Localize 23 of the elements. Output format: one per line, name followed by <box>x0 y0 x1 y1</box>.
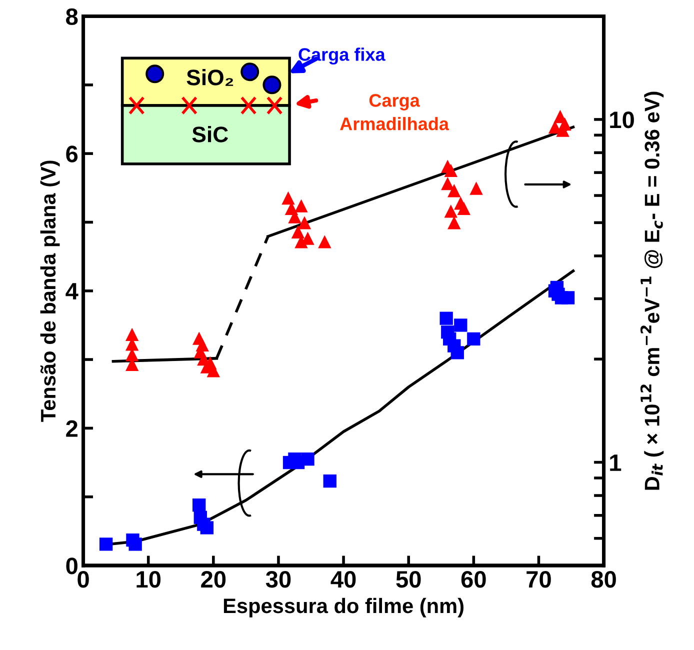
x-tick-label: 0 <box>78 570 89 588</box>
text: D$_{it}$ ( × 10$^{12}$ cm$^{−2}$eV$^{−1}$ @ E$_{c}$- E = 0.36 eV) <box>640 92 664 490</box>
y-tick-label: 4 <box>66 283 78 300</box>
x-tick-label: 60 <box>461 570 486 588</box>
y-tick-label: 6 <box>66 146 78 162</box>
y2-tick-label: 1 <box>610 454 622 471</box>
y-tick-label: 2 <box>66 420 78 437</box>
x-axis-title: Espessura do filme (nm) <box>224 598 464 618</box>
x-tick-label: 70 <box>526 570 551 588</box>
y-tick-label: 8 <box>66 8 78 26</box>
y-tick-label: 0 <box>66 558 78 574</box>
y2-tick-label: 10 <box>610 112 634 128</box>
x-tick-label: 50 <box>396 570 421 588</box>
annotation: SiO₂ <box>186 69 234 86</box>
annotation: Carga fixa <box>298 48 386 65</box>
annotation: Carga Armadilhada <box>340 94 450 130</box>
x-tick-label: 30 <box>266 570 291 588</box>
x-tick-label: 40 <box>330 570 356 588</box>
x-tick-label: 20 <box>201 570 226 588</box>
annotation: SiC <box>192 126 228 142</box>
x-tick-label: 10 <box>136 570 161 588</box>
x-tick-label: 80 <box>591 570 616 588</box>
y-axis-title: Tensão de banda plana (V) <box>40 160 60 422</box>
